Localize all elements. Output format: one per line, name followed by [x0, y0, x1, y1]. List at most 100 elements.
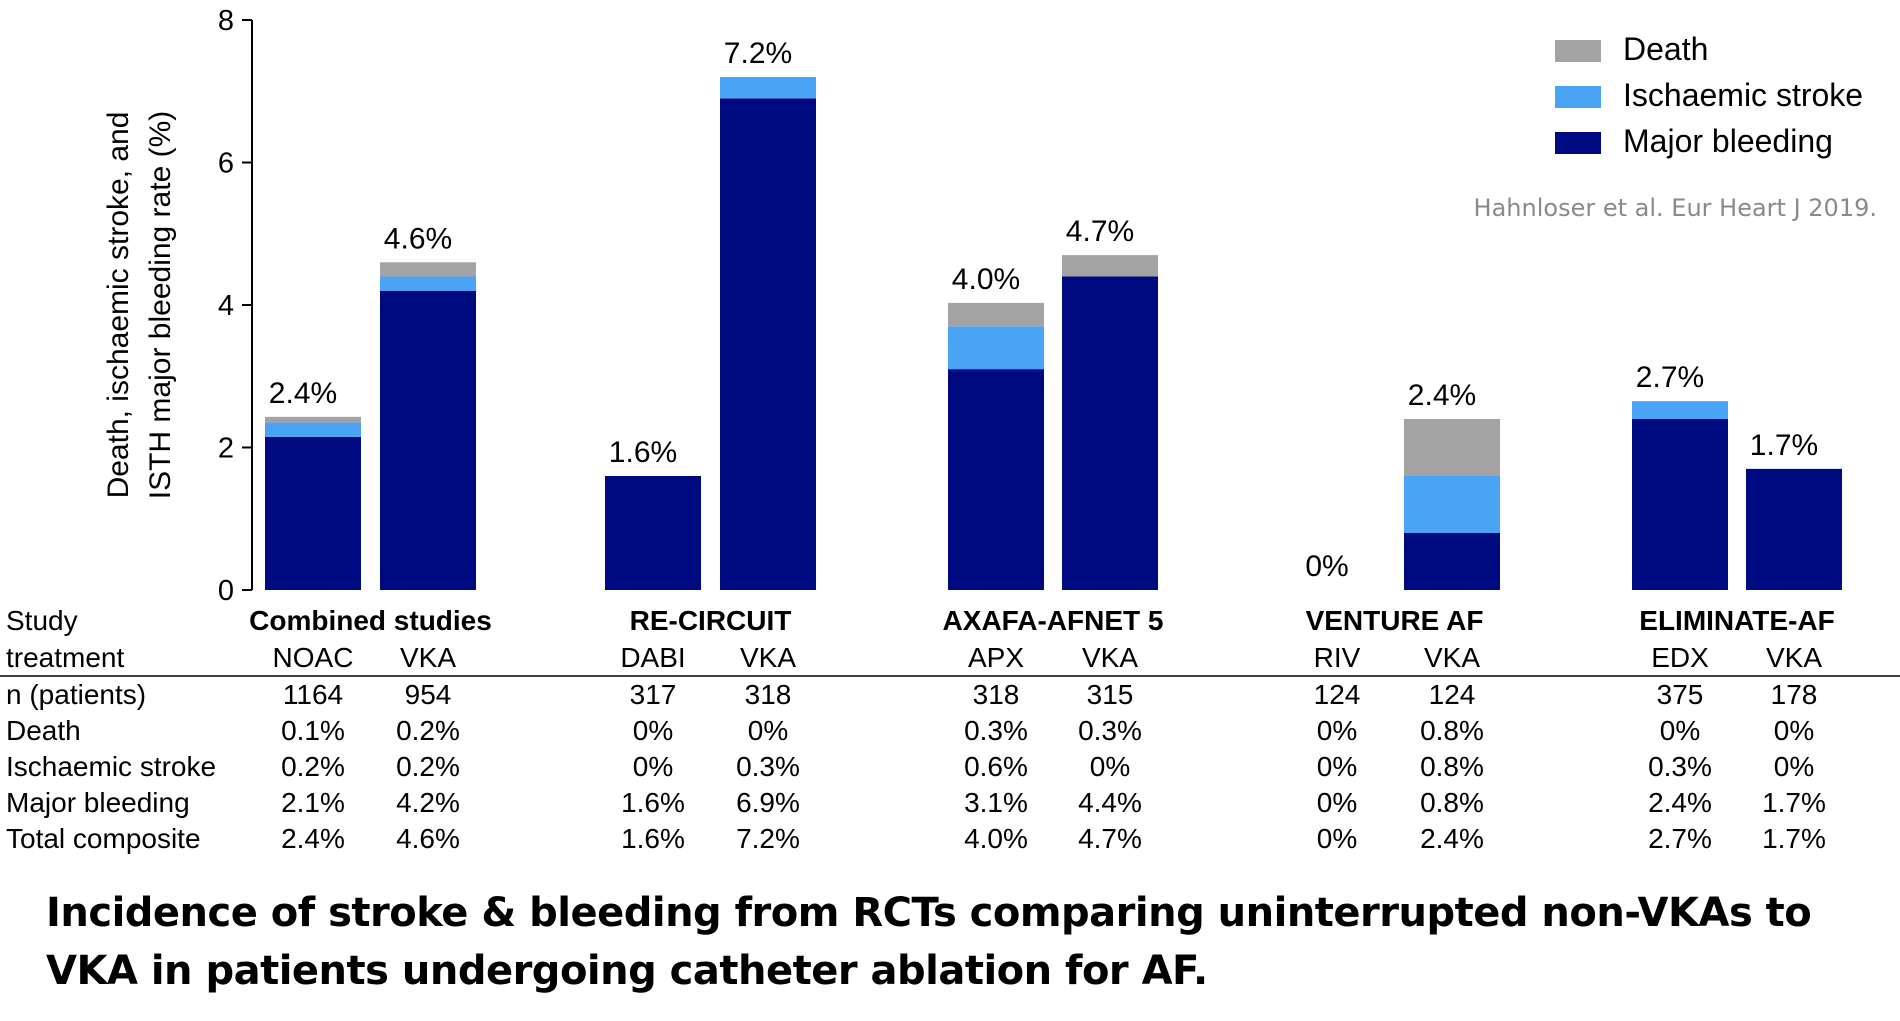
table-cell: 0% [1317, 787, 1357, 818]
table-cell: 4.7% [1078, 823, 1142, 854]
table-cell: 1.6% [621, 823, 685, 854]
bar-segment-major-bleeding [1062, 276, 1158, 590]
table-cell: 2.4% [1648, 787, 1712, 818]
table-cell: 1164 [283, 679, 343, 710]
treatment-label: VKA [400, 642, 456, 673]
table-row-label: n (patients) [6, 679, 146, 710]
table-cell: 2.1% [281, 787, 345, 818]
treatment-label: NOAC [273, 642, 354, 673]
bar-value-label: 7.2% [724, 37, 792, 70]
table-cell: 3.1% [964, 787, 1028, 818]
table-cell: 0% [1774, 751, 1814, 782]
bar-value-label: 2.4% [269, 377, 337, 410]
table-cell: 124 [1314, 679, 1361, 710]
y-tick-label: 4 [218, 290, 234, 322]
table-study-label: Study [6, 605, 78, 636]
data-table: Study treatment Combined studies RE-CIRCUIT… [0, 605, 1900, 854]
bar-segment-major-bleeding [1746, 468, 1842, 590]
table-cell: 0.8% [1420, 715, 1484, 746]
table-cell: 6.9% [736, 787, 800, 818]
treatment-label: VKA [1082, 642, 1138, 673]
bar-segment-death [948, 302, 1044, 327]
table-cell: 0% [633, 751, 673, 782]
legend: Death Ischaemic stroke Major bleeding [1555, 31, 1863, 159]
treatment-label: VKA [1766, 642, 1822, 673]
table-cell: 1.6% [621, 787, 685, 818]
table-cell: 0.2% [396, 715, 460, 746]
study-group-label: RE-CIRCUIT [630, 605, 792, 636]
treatment-label: EDX [1651, 642, 1709, 673]
bar-value-label: 2.4% [1408, 379, 1476, 412]
table-cell: 124 [1429, 679, 1476, 710]
treatment-label: RIV [1314, 642, 1361, 673]
bar-labels: 2.4% 4.6% 1.6% 7.2% 4.0% 4.7% 0% 2.4% 2.7% 1.7% [269, 37, 1818, 583]
treatment-label: VKA [740, 642, 796, 673]
bar-segment-death [1404, 419, 1500, 476]
table-cell: 1.7% [1762, 823, 1826, 854]
bar-segment-major-bleeding [605, 476, 701, 590]
bar-value-label: 0% [1305, 550, 1348, 583]
table-cell: 178 [1771, 679, 1818, 710]
table-cell: 4.2% [396, 787, 460, 818]
table-cell: 2.7% [1648, 823, 1712, 854]
table-cell: 317 [630, 679, 677, 710]
table-treatment-label: treatment [6, 642, 124, 673]
study-group-label: Combined studies [249, 605, 492, 636]
table-cell: 0.8% [1420, 787, 1484, 818]
table-cell: 4.0% [964, 823, 1028, 854]
bar-segment-death [265, 416, 361, 423]
table-cell: 318 [745, 679, 792, 710]
y-axis-title: Death, ischaemic stroke, and ISTH major b… [102, 111, 177, 499]
table-cell: 315 [1087, 679, 1134, 710]
legend-swatch [1555, 86, 1601, 108]
y-tick-label: 0 [218, 575, 234, 607]
table-cell: 0% [633, 715, 673, 746]
stacked-bar-chart: 0 2 4 6 8 Death, ischaemic stroke, and ISTH ma… [0, 5, 1900, 854]
bar-segment-ischaemic-stroke [1404, 476, 1500, 533]
bar-segment-ischaemic-stroke [265, 422, 361, 437]
y-tick-label: 8 [218, 5, 234, 37]
table-row-label: Ischaemic stroke [6, 751, 216, 782]
y-axis: 0 2 4 6 8 Death, ischaemic stroke, and ISTH ma… [102, 5, 253, 607]
legend-label: Ischaemic stroke [1623, 77, 1863, 113]
table-cell: 954 [405, 679, 452, 710]
bar-value-label: 2.7% [1636, 361, 1704, 394]
legend-label: Death [1623, 31, 1708, 67]
table-cell: 0.3% [1648, 751, 1712, 782]
legend-label: Major bleeding [1623, 123, 1833, 159]
table-cell: 0.3% [1078, 715, 1142, 746]
study-group-label: AXAFA-AFNET 5 [943, 605, 1164, 636]
table-cell: 7.2% [736, 823, 800, 854]
table-cell: 1.7% [1762, 787, 1826, 818]
table-cell: 2.4% [281, 823, 345, 854]
table-cell: 0% [1660, 715, 1700, 746]
bar-value-label: 4.7% [1066, 215, 1134, 248]
study-group-label: ELIMINATE-AF [1639, 605, 1834, 636]
table-cell: 4.6% [396, 823, 460, 854]
legend-swatch [1555, 132, 1601, 154]
table-cell: 0% [1317, 823, 1357, 854]
table-cell: 0.3% [964, 715, 1028, 746]
bar-segment-death [380, 262, 476, 277]
table-cell: 2.4% [1420, 823, 1484, 854]
bar-segment-major-bleeding [380, 290, 476, 590]
table-cell: 0% [1317, 715, 1357, 746]
y-tick-label: 6 [218, 148, 234, 180]
table-cell: 0% [1090, 751, 1130, 782]
bar-value-label: 1.7% [1750, 429, 1818, 462]
treatment-label: VKA [1424, 642, 1480, 673]
figure-caption: Incidence of stroke & bleeding from RCTs… [46, 890, 1812, 994]
bar-segment-major-bleeding [948, 369, 1044, 590]
bar-value-label: 4.6% [384, 222, 452, 255]
bar-value-label: 1.6% [609, 436, 677, 469]
table-cell: 0.2% [281, 751, 345, 782]
table-cell: 0% [748, 715, 788, 746]
legend-swatch [1555, 40, 1601, 62]
table-row-label: Death [6, 715, 81, 746]
table-cell: 318 [973, 679, 1020, 710]
treatment-label: DABI [620, 642, 685, 673]
bar-value-label: 4.0% [952, 263, 1020, 296]
table-cell: 0.1% [281, 715, 345, 746]
study-group-label: VENTURE AF [1306, 605, 1484, 636]
bar-segment-death [1062, 255, 1158, 277]
